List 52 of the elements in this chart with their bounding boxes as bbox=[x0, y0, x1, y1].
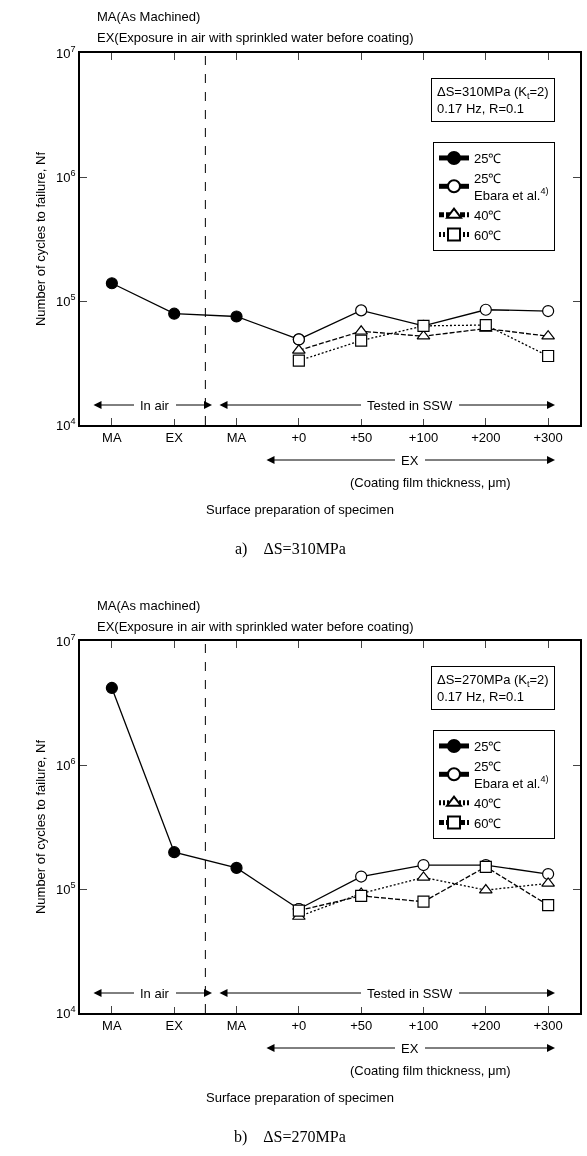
y-tick-label: 10$^{6}$ bbox=[56, 168, 76, 185]
x-axis-title: Surface preparation of specimen bbox=[206, 502, 394, 517]
y-tick-label: 10$^{5}$ bbox=[56, 292, 76, 309]
y-tick-label: 10$^{7}$ bbox=[56, 632, 76, 649]
x-axis-title: Surface preparation of specimen bbox=[206, 1090, 394, 1105]
x-tick-label: MA bbox=[226, 430, 247, 446]
x-tick-label: +0 bbox=[291, 430, 307, 446]
legend-label: 25℃ bbox=[474, 739, 502, 755]
x-tick-label: +300 bbox=[533, 1018, 563, 1034]
y-tick-label: 10$^{4}$ bbox=[56, 1004, 76, 1021]
y-axis-title: Number of cycles to failure, Nf bbox=[32, 151, 48, 327]
chart-title: MA(As machined) bbox=[97, 598, 201, 613]
x-tick-label: MA bbox=[102, 1018, 122, 1034]
annotation: ΔS=310MPa (K$_{t}$=2) 0.17 Hz, R=0.1 bbox=[437, 84, 549, 116]
x-tick-label: MA bbox=[102, 430, 122, 446]
annotation: ΔS=270MPa (K$_{t}$=2) 0.17 Hz, R=0.1 bbox=[437, 672, 549, 704]
text: b) ΔS=270MPa bbox=[234, 1128, 346, 1146]
y-tick-label: 10$^{4}$ bbox=[56, 416, 76, 433]
text: EX bbox=[401, 1041, 419, 1056]
x-tick-label: +200 bbox=[471, 430, 501, 446]
legend-label: 25℃ Ebara et al.$^{4)}$ bbox=[474, 758, 549, 791]
annotation: Tested in SSW bbox=[367, 398, 453, 413]
text: (Coating film thickness, μm) bbox=[350, 1063, 511, 1078]
annotation: In air bbox=[140, 398, 170, 413]
legend-label: 25℃ bbox=[474, 151, 502, 167]
annotation: In air bbox=[140, 986, 170, 1001]
chart-subtitle: EX(Exposure in air with sprinkled water before coating) bbox=[97, 619, 414, 634]
x-tick-label: +50 bbox=[350, 430, 373, 446]
y-axis-title: Number of cycles to failure, Nf bbox=[32, 739, 48, 915]
y-tick-label: 10$^{6}$ bbox=[56, 756, 76, 773]
text: EX bbox=[401, 453, 419, 468]
x-tick-label: MA bbox=[226, 1018, 247, 1034]
legend-label: 60℃ bbox=[474, 227, 502, 243]
annotation: Tested in SSW bbox=[367, 986, 453, 1001]
x-tick-label: +200 bbox=[471, 1018, 501, 1034]
x-tick-label: EX bbox=[165, 430, 184, 446]
y-tick-label: 10$^{7}$ bbox=[56, 44, 76, 61]
legend-label: 40℃ bbox=[474, 207, 502, 223]
legend-label: 25℃ Ebara et al.$^{4)}$ bbox=[474, 170, 549, 203]
x-tick-label: +100 bbox=[408, 430, 439, 446]
legend-label: 40℃ bbox=[474, 795, 502, 811]
legend-label: 60℃ bbox=[474, 815, 502, 831]
x-tick-label: EX bbox=[165, 1018, 184, 1034]
x-tick-label: +50 bbox=[350, 1018, 373, 1034]
text: a) ΔS=310MPa bbox=[235, 540, 346, 558]
x-tick-label: +300 bbox=[533, 430, 563, 446]
chart-title: MA(As Machined) bbox=[97, 9, 201, 24]
chart-subtitle: EX(Exposure in air with sprinkled water before coating) bbox=[97, 30, 414, 45]
y-tick-label: 10$^{5}$ bbox=[56, 880, 76, 897]
x-tick-label: +0 bbox=[291, 1018, 307, 1034]
text: (Coating film thickness, μm) bbox=[350, 475, 511, 490]
x-tick-label: +100 bbox=[408, 1018, 439, 1034]
